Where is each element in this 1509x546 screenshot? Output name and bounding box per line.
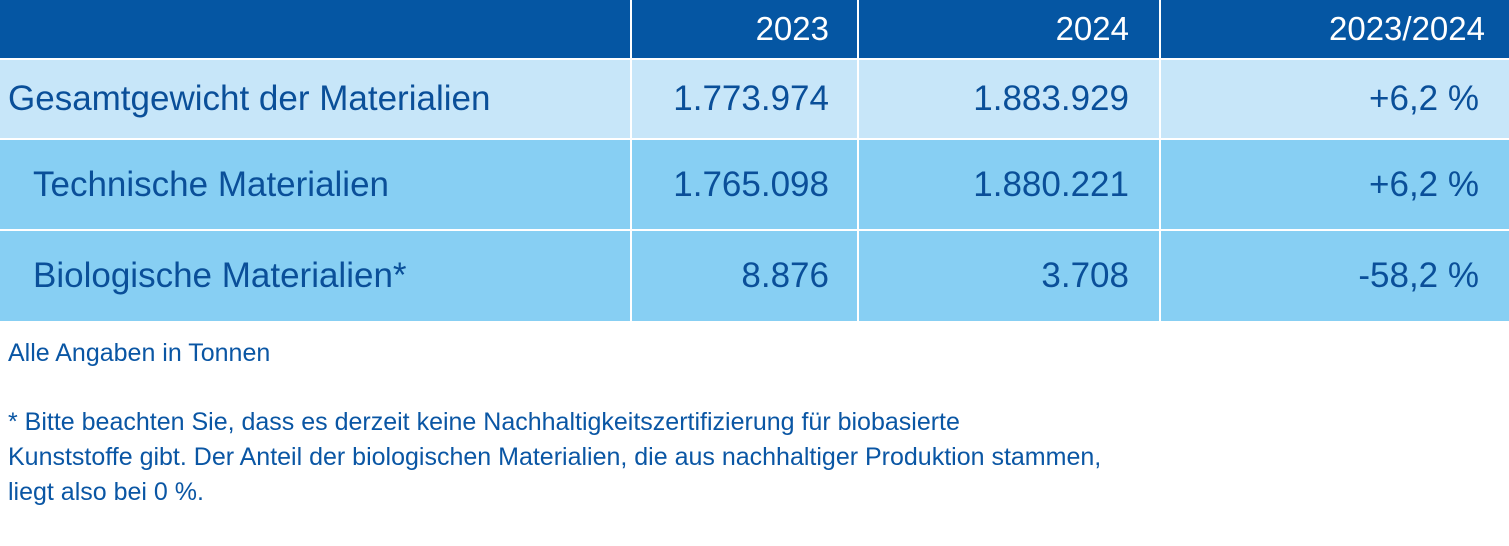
header-cell-change: 2023/2024 — [1329, 10, 1485, 47]
header-cell-label — [0, 0, 632, 58]
header-cell-2023: 2023 — [632, 0, 859, 58]
table-row-total: Gesamtgewicht der Materialien 1.773.974 … — [0, 60, 1509, 140]
row-value-2024: 1.883.929 — [859, 60, 1161, 138]
row-value-change: -58,2 % — [1358, 256, 1479, 295]
row-value-change: +6,2 % — [1369, 79, 1479, 118]
table-notes: Alle Angaben in Tonnen * Bitte beachten … — [8, 336, 1408, 510]
materials-table: 2023 2024 2023/2024 Gesamtgewicht der Ma… — [0, 0, 1509, 321]
table-row-biological: Biologische Materialien* 8.876 3.708 -58… — [0, 231, 1509, 321]
row-label: Gesamtgewicht der Materialien — [0, 60, 632, 138]
row-value-2023: 1.765.098 — [632, 140, 859, 229]
table-row-technical: Technische Materialien 1.765.098 1.880.2… — [0, 140, 1509, 231]
row-value-2024: 1.880.221 — [859, 140, 1161, 229]
row-value-2024: 3.708 — [859, 231, 1161, 321]
row-value-change: +6,2 % — [1369, 164, 1479, 204]
row-value-2023: 1.773.974 — [632, 60, 859, 138]
footnote: * Bitte beachten Sie, dass es derzeit ke… — [8, 408, 1102, 506]
header-cell-2024: 2024 — [859, 0, 1161, 58]
row-label: Biologische Materialien* — [0, 231, 632, 321]
row-label: Technische Materialien — [0, 140, 632, 229]
unit-note: Alle Angaben in Tonnen — [8, 339, 271, 367]
table-header-row: 2023 2024 2023/2024 — [0, 0, 1509, 60]
row-value-2023: 8.876 — [632, 231, 859, 321]
